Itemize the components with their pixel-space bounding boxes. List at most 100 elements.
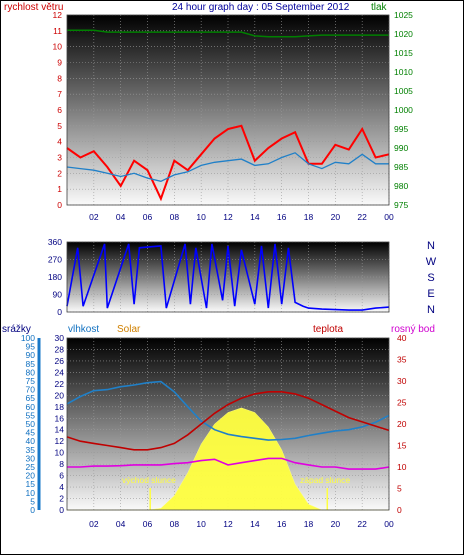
pressure-series — [67, 29, 389, 38]
panel1-background — [67, 15, 389, 205]
humidity-tick-label: 30 — [55, 333, 65, 343]
pressure-tick-label: 990 — [394, 143, 408, 153]
time-tick-label: 00 — [384, 519, 394, 529]
pressure-tick-label: 1010 — [394, 67, 413, 77]
compass-label: N — [427, 304, 435, 316]
temperature-tick-label: 30 — [397, 376, 407, 386]
rain-tick-label: 25 — [26, 462, 36, 472]
pressure-tick-label: 1005 — [394, 86, 413, 96]
humidity-tick-label: 24 — [55, 367, 65, 377]
rain-tick-label: 40 — [26, 436, 36, 446]
time-tick-label: 18 — [304, 212, 314, 222]
temperature-tick-label: 10 — [397, 462, 407, 472]
humidity-series — [66, 380, 390, 441]
rain-tick-label: 95 — [26, 342, 36, 352]
wind-tick-label: 10 — [53, 42, 63, 52]
dewpoint-series — [67, 457, 390, 470]
time-tick-label: 22 — [357, 519, 367, 529]
humidity-tick-label: 20 — [55, 390, 65, 400]
direction-tick-label: 180 — [48, 272, 62, 282]
temperature-tick-label: 20 — [397, 419, 407, 429]
rain-tick-label: 35 — [26, 445, 36, 455]
wind-tick-label: 1 — [57, 184, 62, 194]
time-tick-label: 06 — [143, 212, 153, 222]
rain-tick-label: 50 — [26, 419, 36, 429]
time-tick-label: 14 — [250, 212, 260, 222]
compass-label: N — [427, 240, 435, 252]
humidity-tick-label: 12 — [55, 436, 65, 446]
temperature-tick-label: 0 — [397, 505, 402, 515]
rain-label: srážky — [2, 324, 31, 335]
humidity-tick-label: 10 — [55, 448, 65, 458]
rain-tick-label: 70 — [26, 385, 36, 395]
wind-tick-label: 12 — [53, 10, 63, 20]
wind-average-series — [66, 152, 389, 182]
time-tick-label: 04 — [116, 212, 126, 222]
rain-tick-label: 10 — [26, 488, 36, 498]
humidity-label: vlhkost — [68, 324, 99, 335]
dewpoint-label: rosný bod — [391, 324, 435, 335]
wind-direction-series — [66, 243, 390, 311]
rain-tick-label: 20 — [26, 471, 36, 481]
compass-label: W — [426, 256, 437, 268]
time-tick-label: 18 — [304, 519, 314, 529]
humidity-tick-label: 26 — [55, 356, 65, 366]
humidity-tick-label: 6 — [59, 471, 64, 481]
rain-tick-label: 60 — [26, 402, 36, 412]
direction-tick-label: 90 — [53, 290, 63, 300]
time-tick-label: 16 — [277, 212, 287, 222]
wind-tick-label: 4 — [57, 137, 62, 147]
temperature-tick-label: 5 — [397, 484, 402, 494]
time-tick-label: 04 — [116, 519, 126, 529]
panel-border — [66, 241, 390, 313]
pressure-tick-label: 1025 — [394, 10, 413, 20]
rain-tick-label: 55 — [26, 410, 36, 420]
rain-tick-label: 80 — [26, 367, 36, 377]
panel-border — [66, 14, 390, 206]
rain-tick-label: 45 — [26, 428, 36, 438]
time-tick-label: 14 — [250, 519, 260, 529]
panel-border — [66, 337, 390, 511]
pressure-tick-label: 985 — [394, 162, 408, 172]
wind-tick-label: 9 — [57, 58, 62, 68]
wind-tick-label: 6 — [57, 105, 62, 115]
temperature-label: teplota — [313, 324, 343, 335]
pressure-tick-label: 995 — [394, 124, 408, 134]
pressure-tick-label: 980 — [394, 181, 408, 191]
time-tick-label: 10 — [196, 519, 206, 529]
rain-tick-label: 75 — [26, 376, 36, 386]
direction-tick-label: 0 — [57, 307, 62, 317]
pressure-label: tlak — [371, 2, 388, 13]
pressure-tick-label: 1000 — [394, 105, 413, 115]
solar-label: Solar — [117, 324, 141, 335]
wind-tick-label: 2 — [57, 168, 62, 178]
humidity-tick-label: 28 — [55, 344, 65, 354]
wind-tick-label: 3 — [57, 153, 62, 163]
rain-tick-label: 90 — [26, 350, 36, 360]
sunset-label: západ slunce — [300, 475, 350, 485]
time-tick-label: 16 — [277, 519, 287, 529]
humidity-tick-label: 16 — [55, 413, 65, 423]
wind-speed-label: rychlost větru — [4, 2, 63, 13]
wind-tick-label: 11 — [53, 26, 62, 36]
rain-tick-label: 100 — [21, 333, 35, 343]
pressure-tick-label: 975 — [394, 200, 408, 210]
temperature-tick-label: 35 — [397, 355, 407, 365]
rain-tick-label: 85 — [26, 359, 36, 369]
time-tick-label: 12 — [223, 212, 233, 222]
wind-tick-label: 7 — [57, 89, 62, 99]
temperature-tick-label: 15 — [397, 441, 407, 451]
time-tick-label: 20 — [331, 212, 341, 222]
wind-tick-label: 8 — [57, 73, 62, 83]
time-tick-label: 12 — [223, 519, 233, 529]
temperature-series — [66, 390, 390, 451]
direction-tick-label: 360 — [48, 237, 62, 247]
compass-label: S — [427, 272, 434, 284]
humidity-tick-label: 8 — [59, 459, 64, 469]
pressure-tick-label: 1015 — [394, 48, 413, 58]
time-tick-label: 02 — [89, 519, 99, 529]
rain-tick-label: 0 — [30, 505, 35, 515]
time-tick-label: 20 — [331, 519, 341, 529]
time-tick-label: 08 — [170, 519, 180, 529]
